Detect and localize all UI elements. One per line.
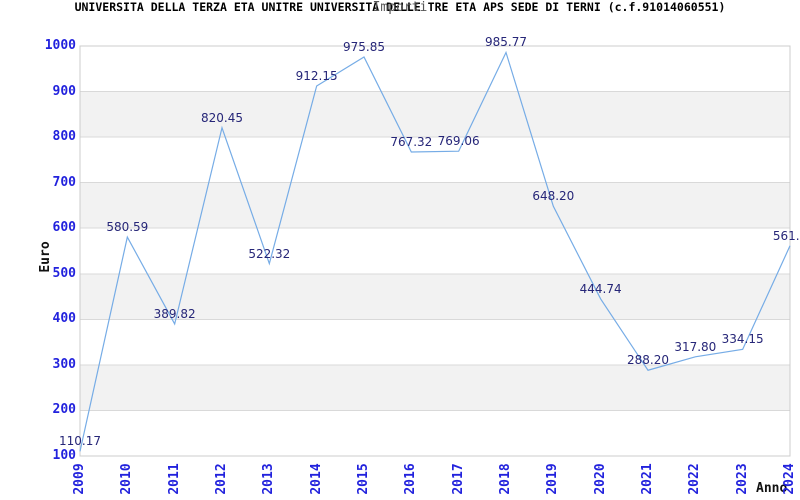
- x-tick-label: 2023: [734, 463, 750, 495]
- data-point-label: 648.20: [532, 189, 575, 204]
- data-point-label: 820.45: [201, 110, 243, 125]
- y-tick-label: 900: [52, 83, 76, 99]
- data-point-label: 767.32: [390, 134, 433, 149]
- x-tick-label: 2018: [498, 463, 513, 495]
- x-tick-label: 2017: [450, 463, 466, 495]
- x-tick-label: 2021: [640, 463, 655, 495]
- data-point-label: 522.32: [248, 246, 291, 261]
- data-point-label: 288.20: [627, 353, 669, 368]
- x-tick-label: 2009: [72, 463, 87, 495]
- data-point-label: 334.15: [721, 332, 764, 347]
- x-tick-label: 2016: [403, 463, 419, 495]
- data-point-label: 580.59: [106, 220, 149, 235]
- grid-band: [80, 182, 790, 229]
- chart-subtitle: Importi: [372, 0, 428, 15]
- x-tick-label: 2020: [592, 463, 608, 495]
- y-tick-label: 500: [52, 265, 76, 281]
- x-tick-label: 2014: [308, 463, 324, 495]
- data-point-label: 769.06: [437, 134, 480, 149]
- x-tick-label: 2013: [261, 463, 277, 495]
- y-tick-label: 100: [52, 448, 76, 463]
- y-tick-label: 1000: [44, 38, 76, 53]
- x-axis-title: Anno: [756, 481, 788, 496]
- data-point-label: 985.77: [485, 35, 527, 50]
- y-tick-label: 700: [52, 174, 76, 190]
- y-tick-label: 400: [52, 311, 76, 327]
- x-tick-label: 2024: [782, 463, 797, 495]
- y-tick-label: 200: [52, 402, 76, 418]
- y-tick-label: 600: [52, 220, 76, 236]
- data-point-label: 912.15: [295, 69, 338, 84]
- y-tick-label: 800: [52, 129, 76, 145]
- x-tick-label: 2022: [687, 463, 703, 495]
- data-point-label: 975.85: [343, 40, 385, 54]
- x-tick-label: 2011: [166, 463, 182, 495]
- data-point-label: 110.17: [59, 434, 101, 449]
- x-tick-label: 2012: [214, 463, 229, 495]
- y-tick-label: 300: [52, 356, 76, 372]
- grid-band: [80, 273, 790, 320]
- x-tick-label: 2019: [545, 463, 561, 495]
- grid-band: [80, 91, 790, 138]
- data-point-label: 444.74: [579, 281, 622, 296]
- data-point-label: 561.4: [772, 228, 800, 243]
- chart-title: UNIVERSITA DELLA TERZA ETA UNITRE UNIVER…: [74, 0, 726, 14]
- plot-border: [79, 45, 791, 457]
- x-tick-label: 2010: [119, 463, 135, 495]
- x-tick-label: 2015: [356, 463, 371, 495]
- grid-band: [80, 364, 790, 411]
- data-point-label: 389.82: [153, 306, 196, 321]
- data-point-label: 317.80: [674, 339, 717, 354]
- series-line: [79, 50, 791, 452]
